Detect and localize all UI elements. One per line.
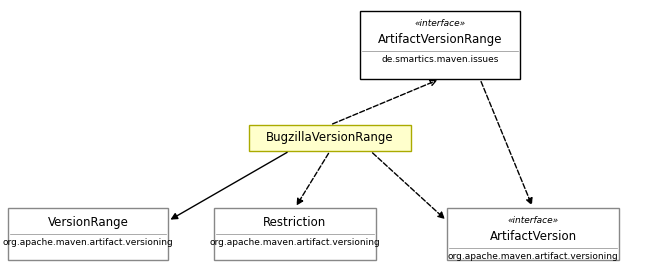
Text: BugzillaVersionRange: BugzillaVersionRange — [266, 132, 394, 145]
Bar — [447, 208, 619, 260]
Text: VersionRange: VersionRange — [48, 216, 128, 229]
Text: org.apache.maven.artifact.versioning: org.apache.maven.artifact.versioning — [210, 238, 380, 247]
Text: «interface»: «interface» — [415, 19, 465, 28]
Text: de.smartics.maven.issues: de.smartics.maven.issues — [381, 55, 499, 64]
Bar — [249, 125, 411, 151]
Bar — [360, 11, 520, 79]
Text: org.apache.maven.artifact.versioning: org.apache.maven.artifact.versioning — [448, 252, 618, 261]
Text: ArtifactVersionRange: ArtifactVersionRange — [378, 33, 503, 46]
Text: org.apache.maven.artifact.versioning: org.apache.maven.artifact.versioning — [3, 238, 173, 247]
Bar — [8, 208, 168, 260]
Text: «interface»: «interface» — [507, 216, 559, 225]
Text: Restriction: Restriction — [264, 216, 327, 229]
Text: ArtifactVersion: ArtifactVersion — [490, 230, 577, 243]
Bar — [214, 208, 376, 260]
